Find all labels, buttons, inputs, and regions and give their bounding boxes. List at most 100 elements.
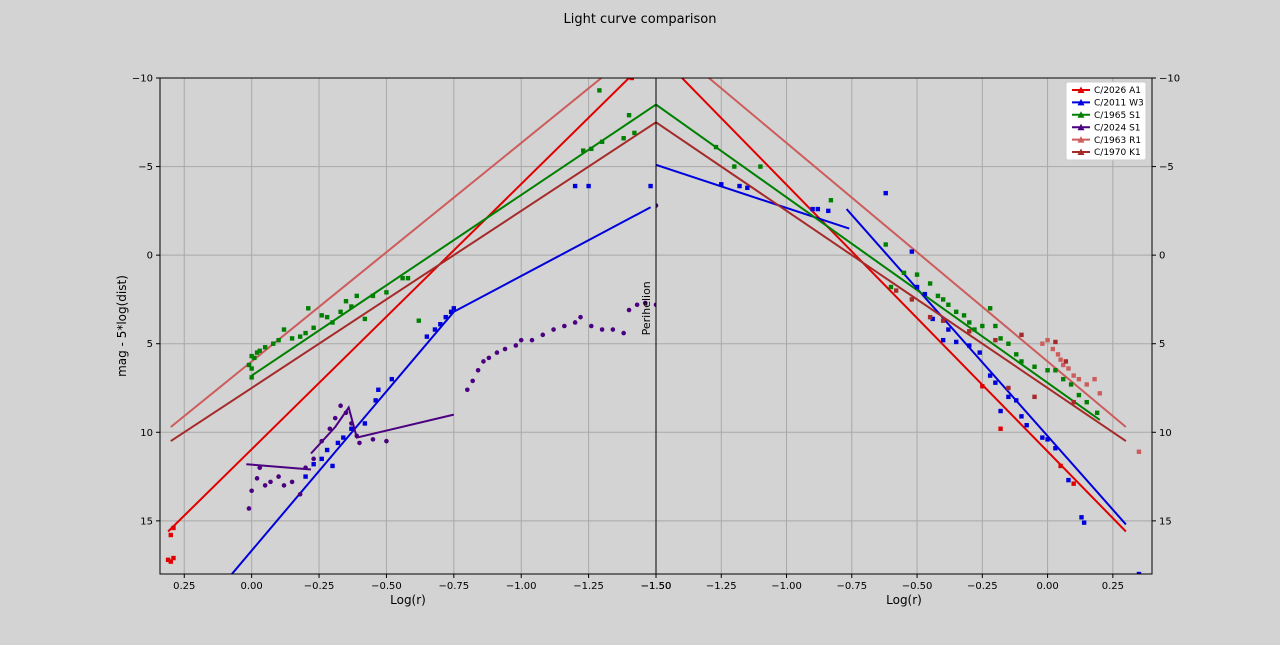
data-point (930, 316, 935, 322)
data-point (1053, 446, 1058, 451)
data-point (330, 320, 335, 325)
data-point (634, 302, 640, 308)
data-point (1045, 368, 1050, 373)
data-point (327, 426, 333, 432)
data-point (338, 403, 343, 409)
data-point (597, 88, 602, 93)
y-tick-label: −5 (138, 162, 153, 173)
data-point (1006, 385, 1011, 391)
x-tick-label: −0.50 (902, 581, 933, 592)
x-tick-label: −1.25 (573, 581, 604, 592)
x-tick-label: −0.75 (438, 581, 469, 592)
data-point (1081, 520, 1087, 525)
fit-line (246, 463, 312, 471)
data-point (343, 410, 349, 416)
x-tick-label: −0.25 (304, 581, 335, 592)
fit-line (251, 103, 656, 377)
data-point (562, 323, 567, 329)
data-point (349, 304, 354, 309)
data-point (254, 476, 260, 481)
data-point (529, 337, 535, 343)
data-point (1094, 410, 1100, 415)
chart-title: Light curve comparison (563, 12, 716, 27)
data-point (276, 474, 281, 479)
data-point (1066, 477, 1071, 483)
x-tick-label: −1.00 (771, 581, 802, 592)
data-point (1066, 366, 1071, 371)
data-point (719, 182, 724, 187)
fit-line (845, 208, 1127, 526)
data-point (572, 320, 578, 325)
data-point (281, 483, 287, 488)
legend-entry: C/2011 W3 (1094, 99, 1144, 109)
data-point (1058, 357, 1063, 362)
data-point (810, 206, 815, 212)
data-point (289, 336, 295, 341)
data-point (888, 284, 894, 290)
data-point (998, 426, 1003, 431)
x-tick-label: −1.50 (641, 581, 672, 592)
data-point (572, 183, 578, 189)
y-tick-label: 15 (1159, 516, 1172, 527)
data-point (954, 309, 959, 315)
data-point (405, 275, 411, 281)
data-point (451, 306, 457, 311)
x-tick-label: −1.00 (506, 581, 537, 592)
data-point (713, 144, 719, 150)
fit-line (680, 78, 1127, 533)
data-point (257, 348, 262, 353)
data-point (1055, 352, 1061, 357)
data-point (909, 297, 915, 302)
y-tick-label: 0 (147, 251, 153, 262)
data-point (993, 337, 998, 343)
data-point (980, 323, 985, 329)
data-point (815, 206, 821, 212)
data-point (893, 288, 899, 293)
data-point (581, 148, 586, 153)
data-point (357, 440, 362, 446)
data-point (1019, 332, 1024, 338)
data-point (758, 164, 763, 169)
data-point (621, 330, 626, 336)
data-point (826, 208, 831, 214)
y-tick-label: 5 (147, 339, 153, 350)
data-point (745, 185, 750, 191)
data-point (349, 426, 354, 431)
data-point (262, 483, 268, 488)
legend-marker (1077, 148, 1085, 155)
x-tick-label: −1.25 (706, 581, 737, 592)
y-tick-label: 0 (1159, 251, 1165, 262)
data-point (438, 322, 443, 327)
data-point (610, 327, 616, 332)
data-point (303, 465, 308, 471)
data-point (303, 474, 308, 479)
data-point (1079, 515, 1084, 520)
fit-line (707, 78, 1127, 428)
data-point (171, 525, 176, 531)
data-point (589, 323, 594, 329)
data-point (1014, 398, 1019, 403)
data-point (586, 183, 591, 189)
legend-marker (1077, 111, 1085, 118)
right-axes: −1.50 −1.25 −1.00 −0.75 −0.50 −0.25 0.00 0.25 −1… (640, 74, 1180, 608)
data-point (343, 299, 349, 304)
data-point (1053, 339, 1058, 345)
data-point (249, 366, 254, 371)
fit-line (230, 206, 652, 574)
data-point (249, 488, 254, 494)
legend-marker (1077, 123, 1085, 131)
data-point (249, 375, 254, 380)
data-point (297, 491, 303, 497)
data-point (448, 309, 454, 315)
data-point (362, 316, 368, 322)
data-point (281, 327, 287, 332)
data-point (252, 355, 257, 361)
data-point (268, 479, 273, 485)
data-point (319, 313, 324, 318)
data-point (354, 433, 360, 439)
data-point (737, 183, 742, 189)
data-point (656, 203, 659, 208)
data-point (502, 346, 508, 352)
data-point (946, 327, 951, 332)
